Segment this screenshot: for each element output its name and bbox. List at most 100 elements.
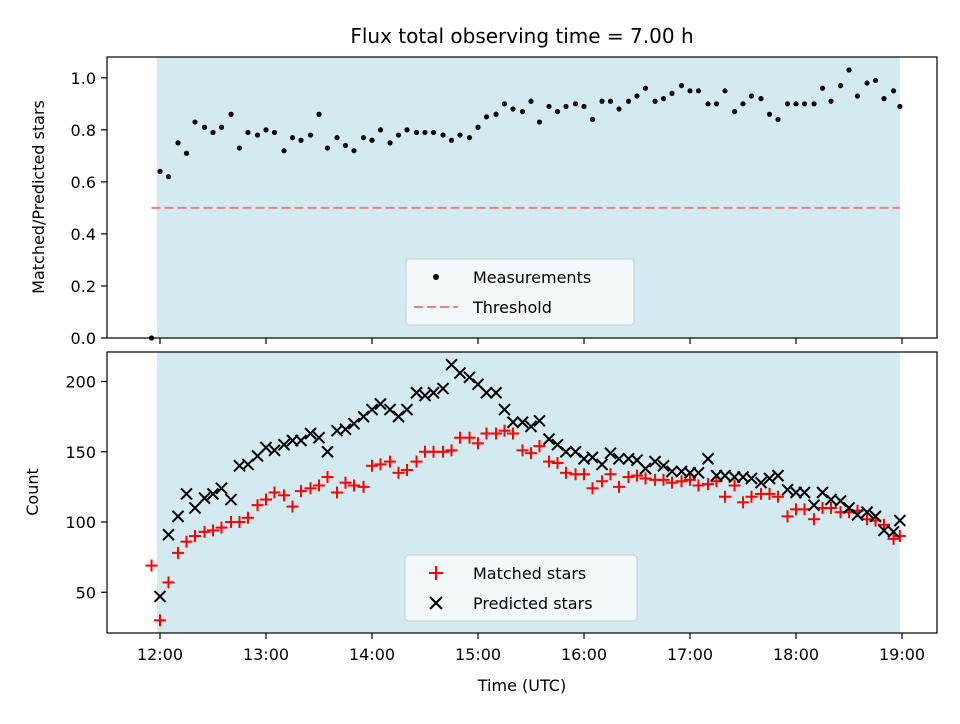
- matched-star-point: [506, 427, 519, 440]
- legend-threshold-label: Threshold: [472, 298, 552, 317]
- measurement-point: [466, 135, 473, 141]
- matched-star-point: [313, 479, 326, 492]
- measurement-point: [864, 80, 870, 86]
- count-legend: Matched stars Predicted stars: [404, 554, 638, 622]
- measurement-point: [740, 101, 746, 107]
- predicted-star-point: [657, 459, 670, 473]
- measurement-point: [360, 135, 367, 141]
- legend-plus-marker: [429, 566, 443, 580]
- predicted-star-point: [498, 403, 511, 416]
- measurement-point: [687, 88, 693, 94]
- predicted-star-point: [533, 414, 546, 428]
- predicted-star-point: [604, 446, 617, 460]
- predicted-star-point: [542, 432, 556, 446]
- predicted-star-point: [559, 445, 573, 458]
- measurement-point: [387, 140, 393, 146]
- predicted-star-point: [162, 528, 175, 541]
- measurement-point: [528, 98, 534, 104]
- y-tick-label: 0.4: [71, 225, 96, 244]
- measurement-point: [536, 119, 543, 125]
- measurement-point: [642, 85, 649, 91]
- predicted-star-point: [648, 455, 662, 468]
- measurement-point: [351, 148, 357, 154]
- measurement-point: [766, 111, 773, 117]
- measurement-point: [493, 111, 499, 117]
- measurement-point: [678, 83, 685, 89]
- matched-star-point: [596, 475, 609, 488]
- predicted-star-point: [436, 382, 450, 395]
- matched-star-point: [745, 490, 758, 503]
- legend-matched-label: Matched stars: [473, 564, 586, 583]
- measurement-point: [430, 129, 437, 136]
- measurement-point: [228, 111, 234, 117]
- predicted-star-point: [586, 451, 599, 464]
- predicted-star-point: [215, 482, 228, 495]
- measurements-series: [148, 67, 903, 341]
- count-y-axis-label: Count: [23, 468, 42, 516]
- matched-star-point: [551, 456, 564, 469]
- predicted-star-point: [224, 493, 238, 506]
- measurement-point: [236, 145, 243, 151]
- measurement-point: [811, 101, 817, 107]
- matched-star-point: [498, 424, 511, 437]
- measurement-point: [510, 106, 516, 112]
- matched-star-point: [533, 440, 546, 453]
- y-tick-label: 0.8: [71, 121, 96, 140]
- matched-star-point: [516, 444, 529, 457]
- matched-star-point: [278, 489, 291, 502]
- measurement-point: [563, 103, 569, 110]
- measurement-point: [448, 137, 455, 143]
- measurement-point: [837, 83, 844, 89]
- measurement-point: [890, 88, 897, 94]
- predicted-star-point: [851, 508, 864, 522]
- matched-star-point: [366, 459, 379, 472]
- y-tick-label: 0.6: [71, 173, 96, 192]
- matched-star-point: [384, 455, 397, 468]
- predicted-star-point: [188, 501, 202, 515]
- measurement-point: [254, 132, 261, 138]
- measurement-point: [334, 135, 340, 141]
- ratio-y-axis-label: Matched/Predicted stars: [29, 100, 48, 294]
- measurement-point: [705, 101, 711, 107]
- matched-star-point: [260, 493, 273, 506]
- measurement-point: [519, 109, 526, 115]
- predicted-star-point: [745, 472, 758, 485]
- measurement-point: [377, 127, 384, 133]
- matched-star-point: [893, 530, 906, 543]
- y-tick-label: 0.0: [71, 329, 96, 348]
- measurement-point: [854, 93, 861, 99]
- ratio-plot-frame: [106, 56, 938, 339]
- x-tick-label: 19:00: [879, 645, 925, 664]
- measurement-point: [625, 98, 632, 104]
- matched-star-point: [675, 475, 688, 488]
- predicted-star-point: [612, 452, 626, 465]
- matched-star-point: [445, 444, 458, 457]
- matched-star-point: [718, 490, 731, 503]
- x-tick-label: 16:00: [561, 645, 607, 664]
- matched-star-point: [631, 469, 644, 482]
- measurement-point: [271, 129, 278, 136]
- measurement-point: [395, 132, 402, 138]
- predicted-star-point: [277, 438, 291, 451]
- matched-star-point: [824, 501, 837, 514]
- x-tick-label: 15:00: [455, 645, 501, 664]
- measurement-point: [819, 85, 826, 91]
- predicted-star-point: [321, 445, 334, 458]
- measurement-point: [316, 111, 322, 117]
- matched-star-point: [728, 479, 741, 492]
- predicted-star-point: [834, 494, 847, 508]
- matched-star-point: [347, 479, 360, 492]
- measurement-point: [652, 98, 658, 104]
- matched-star-point: [286, 500, 299, 513]
- measurement-point: [263, 127, 269, 133]
- measurement-point: [713, 101, 720, 107]
- measurement-point: [669, 90, 675, 97]
- predicted-star-point: [816, 486, 829, 499]
- predicted-star-point: [798, 486, 811, 499]
- predicted-star-point: [304, 427, 317, 440]
- measurement-point: [748, 93, 755, 99]
- x-tick-label: 14:00: [349, 645, 395, 664]
- predicted-star-point: [268, 444, 281, 457]
- predicted-star-point: [180, 487, 193, 501]
